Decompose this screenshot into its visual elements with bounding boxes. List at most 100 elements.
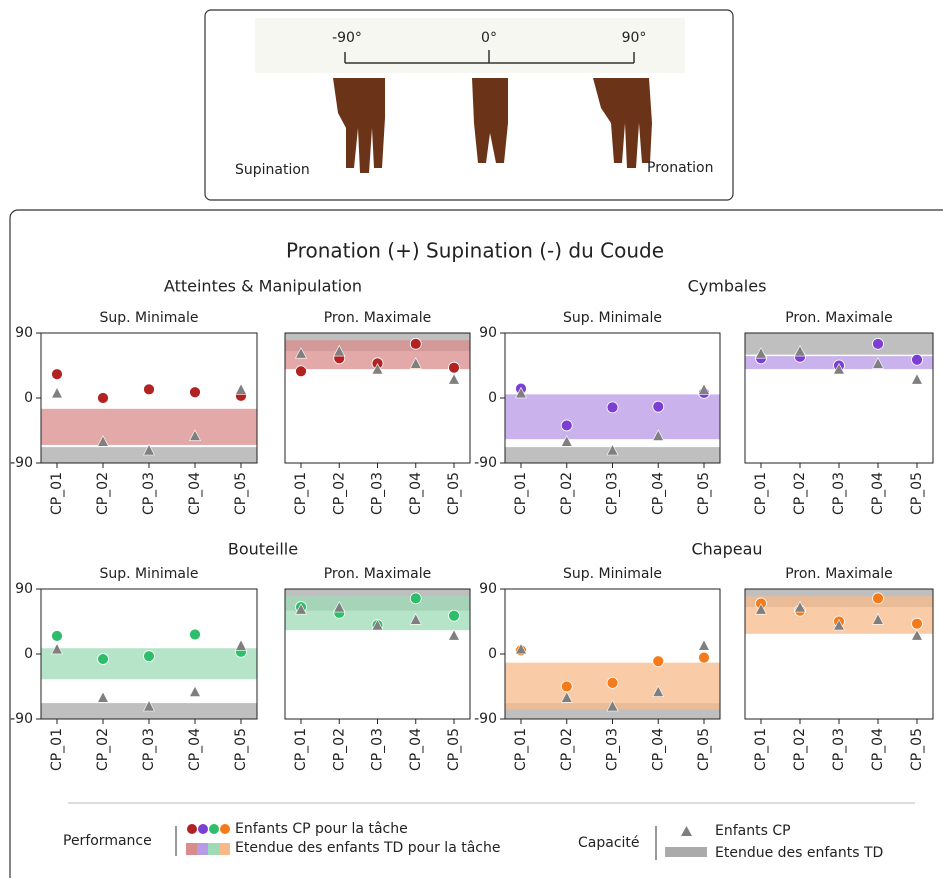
y-tick-label: -90 [474,455,497,471]
x-tick-label: CP_02 [95,728,111,771]
legend-title: Capacité [578,835,640,851]
performance-point [911,617,923,630]
x-tick-label: CP_02 [331,472,347,515]
y-tick-label: 0 [488,390,497,406]
legend-dot [187,824,197,834]
performance-point [606,676,619,689]
capacity-point [698,383,710,395]
capacity-point [560,691,573,703]
performance-point [409,592,422,605]
x-tick-label: CP_02 [559,728,575,771]
x-tick-label: CP_01 [753,472,769,515]
x-tick-label: CP_05 [696,728,712,771]
capacity-point [189,685,201,697]
capacity-point [51,386,63,399]
capacity-point [333,600,346,613]
performance-point [51,368,63,381]
subplot-title: Sup. Minimale [100,566,199,582]
subplot-title: Pron. Maximale [785,566,893,582]
supination-label: Supination [235,162,310,178]
x-tick-label: CP_05 [909,728,925,771]
capacity-point [448,373,460,385]
capacity-point [560,435,573,447]
x-tick-label: CP_03 [605,472,621,515]
capacity-point [295,603,307,615]
capacity-point [794,344,806,357]
x-tick-label: CP_05 [233,472,249,515]
y-tick-label: 0 [488,646,497,662]
legend-title: Performance [63,833,152,849]
x-tick-label: CP_01 [49,472,65,515]
x-tick-label: CP_01 [513,728,529,771]
x-tick-label: CP_01 [49,728,65,771]
legend-dot [220,824,230,834]
performance-point [143,383,155,396]
performance-point [448,361,460,374]
capacity-point [794,600,806,613]
pronation-label: Pronation [647,160,713,176]
x-tick-label: CP_03 [370,728,386,771]
legend-band-swatch [197,843,208,855]
y-tick-label: -90 [10,711,33,727]
x-tick-label: CP_05 [446,728,462,771]
capacity-point [515,642,527,655]
capacity-point [409,613,422,625]
figure-title: Pronation (+) Supination (-) du Coude [286,239,664,263]
subplot-title: Pron. Maximale [324,566,432,582]
group-title: Bouteille [228,540,298,559]
capacity-point [833,618,845,631]
capacity-point [515,386,527,399]
y-tick-label: -90 [474,711,497,727]
legend-dots [187,824,230,834]
performance-point [872,592,884,605]
performance-point [560,419,573,432]
capacity-point [872,357,884,369]
legend-triangle [681,826,692,836]
capacity-point [911,629,923,641]
performance-point [189,628,201,641]
performance-point [51,630,63,642]
x-tick-label: CP_04 [870,728,886,771]
x-tick-label: CP_04 [650,472,666,515]
x-tick-label: CP_01 [753,728,769,771]
group-title: Atteintes & Manipulation [164,277,362,296]
performance-point [409,337,422,350]
performance-point [872,337,884,350]
scale-label: -90° [332,30,362,46]
x-tick-label: CP_01 [293,472,309,515]
performance-point [911,353,923,366]
performance-point [97,653,109,665]
y-tick-label: 90 [479,325,497,341]
performance-point [97,392,109,404]
legend-dot [209,824,219,834]
legend-label: Etendue des enfants TD pour la tâche [235,840,500,856]
capacity-point [409,357,422,369]
band [505,394,720,440]
x-tick-label: CP_04 [870,472,886,515]
x-tick-label: CP_03 [370,472,386,515]
subplot-title: Pron. Maximale [785,310,893,326]
subplot-title: Sup. Minimale [563,566,662,582]
performance-point [560,680,573,693]
x-tick-label: CP_04 [187,728,203,771]
y-tick-label: 90 [479,581,497,597]
legend-band-swatch [186,843,197,855]
legend-label: Etendue des enfants TD [715,845,883,861]
capacity-point [371,618,384,631]
capacity-point [652,429,665,441]
capacity-point [606,699,619,712]
capacity-point [755,603,767,615]
x-tick-label: CP_01 [513,472,529,515]
scale-label: 90° [622,30,647,46]
capacity-point [235,639,247,651]
subplot-title: Sup. Minimale [563,310,662,326]
y-tick-label: 90 [15,325,33,341]
capacity-point [371,362,384,375]
performance-point [295,365,307,378]
capacity-point [755,347,767,359]
legend-bands [186,843,230,855]
capacity-point [143,699,155,712]
x-tick-label: CP_03 [605,728,621,771]
y-tick-label: 0 [24,646,33,662]
